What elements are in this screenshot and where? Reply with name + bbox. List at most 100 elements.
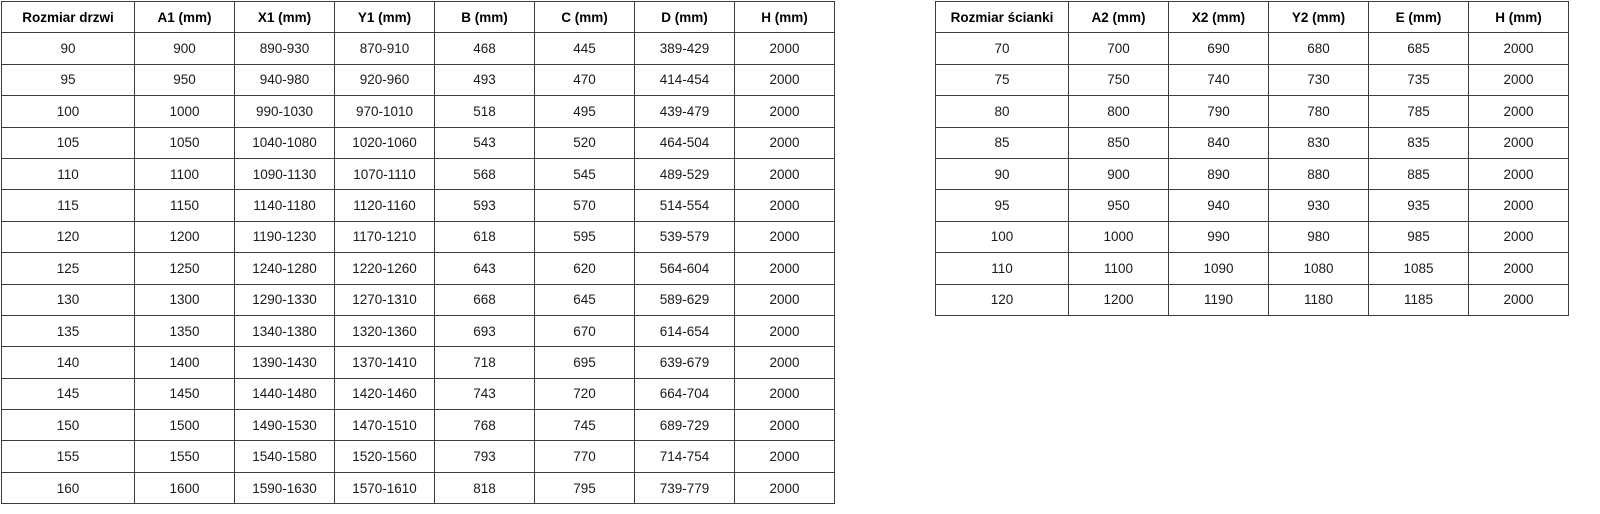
table-cell: 1270-1310 — [334, 283, 435, 316]
table-cell: 100 — [1, 95, 135, 128]
table-cell: 1170-1210 — [334, 220, 435, 254]
table-cell: 670 — [534, 314, 635, 348]
table-cell: 468 — [434, 32, 535, 65]
table-cell: 720 — [534, 377, 635, 411]
table-cell: 668 — [434, 283, 535, 316]
table-cell: 793 — [434, 440, 535, 473]
table-cell: 790 — [1168, 95, 1269, 128]
table-cell: 595 — [534, 220, 635, 254]
table-cell: 935 — [1368, 189, 1469, 222]
table-cell: 618 — [434, 220, 535, 254]
table-cell: 539-579 — [634, 220, 735, 254]
table-cell: 1070-1110 — [334, 157, 435, 191]
table-cell: 980 — [1268, 220, 1369, 254]
table-cell: 1440-1480 — [234, 377, 335, 411]
column-header: Rozmiar drzwi — [1, 0, 135, 34]
table-cell: 743 — [434, 377, 535, 411]
table-cell: 2000 — [1468, 32, 1569, 65]
table-cell: 2000 — [734, 314, 835, 348]
table-cell: 493 — [434, 63, 535, 97]
table-cell: 690 — [1168, 32, 1269, 65]
table-cell: 1540-1580 — [234, 440, 335, 473]
table-cell: 1200 — [1068, 283, 1169, 316]
table-cell: 1520-1560 — [334, 440, 435, 473]
table-row: 95 950 940 930 935 2000 — [935, 189, 1569, 222]
table-cell: 685 — [1368, 32, 1469, 65]
table-cell: 589-629 — [634, 283, 735, 316]
table-cell: 2000 — [734, 32, 835, 65]
table-cell: 2000 — [734, 220, 835, 254]
table-cell: 2000 — [734, 126, 835, 159]
table-cell: 489-529 — [634, 157, 735, 191]
table-cell: 2000 — [1468, 157, 1569, 191]
table-cell: 770 — [534, 440, 635, 473]
table-row: 90 900 890-930 870-910 468 445 389-429 2000 — [1, 32, 835, 65]
table-cell: 414-454 — [634, 63, 735, 97]
table-cell: 1550 — [134, 440, 235, 473]
table-cell: 2000 — [734, 346, 835, 379]
table-cell: 90 — [935, 157, 1069, 191]
table-cell: 800 — [1068, 95, 1169, 128]
table-cell: 593 — [434, 189, 535, 222]
table-cell: 514-554 — [634, 189, 735, 222]
table-cell: 105 — [1, 126, 135, 159]
table-cell: 135 — [1, 314, 135, 348]
table-cell: 735 — [1368, 63, 1469, 97]
table-cell: 970-1010 — [334, 95, 435, 128]
table-cell: 90 — [1, 32, 135, 65]
table-cell: 940-980 — [234, 63, 335, 97]
table-row: 120 1200 1190 1180 1185 2000 — [935, 283, 1569, 316]
table-cell: 518 — [434, 95, 535, 128]
column-header: D (mm) — [634, 0, 735, 34]
table-cell: 125 — [1, 252, 135, 285]
table-cell: 1000 — [134, 95, 235, 128]
table-row: 80 800 790 780 785 2000 — [935, 95, 1569, 128]
column-header: B (mm) — [434, 0, 535, 34]
table-cell: 664-704 — [634, 377, 735, 411]
table-cell: 870-910 — [334, 32, 435, 65]
table-cell: 1220-1260 — [334, 252, 435, 285]
table-row: 85 850 840 830 835 2000 — [935, 126, 1569, 159]
table-cell: 695 — [534, 346, 635, 379]
column-header: E (mm) — [1368, 0, 1469, 34]
column-header: X2 (mm) — [1168, 0, 1269, 34]
table-cell: 785 — [1368, 95, 1469, 128]
table-cell: 1340-1380 — [234, 314, 335, 348]
table-cell: 1500 — [134, 409, 235, 442]
table-cell: 2000 — [1468, 63, 1569, 97]
table-cell: 568 — [434, 157, 535, 191]
table-row: 90 900 890 880 885 2000 — [935, 157, 1569, 191]
table-row: 160 1600 1590-1630 1570-1610 818 795 739-779 20… — [1, 471, 835, 505]
table-cell: 614-654 — [634, 314, 735, 348]
table-cell: 120 — [1, 220, 135, 254]
wall-size-table: Rozmiar ścianki A2 (mm) X2 (mm) Y2 (mm) E (m… — [935, 0, 1569, 316]
table-cell: 1120-1160 — [334, 189, 435, 222]
column-header: X1 (mm) — [234, 0, 335, 34]
table-cell: 2000 — [734, 283, 835, 316]
table-cell: 439-479 — [634, 95, 735, 128]
header-row: Rozmiar drzwi A1 (mm) X1 (mm) Y1 (mm) B (mm)… — [1, 0, 835, 34]
table-cell: 1185 — [1368, 283, 1469, 316]
table-cell: 700 — [1068, 32, 1169, 65]
table-cell: 100 — [935, 220, 1069, 254]
table-cell: 1290-1330 — [234, 283, 335, 316]
column-header: Y1 (mm) — [334, 0, 435, 34]
table-cell: 543 — [434, 126, 535, 159]
table-cell: 768 — [434, 409, 535, 442]
table-cell: 1050 — [134, 126, 235, 159]
table-cell: 1240-1280 — [234, 252, 335, 285]
table-cell: 689-729 — [634, 409, 735, 442]
table-cell: 445 — [534, 32, 635, 65]
table-row: 135 1350 1340-1380 1320-1360 693 670 614-654 20… — [1, 314, 835, 348]
table-cell: 730 — [1268, 63, 1369, 97]
table-cell: 545 — [534, 157, 635, 191]
table-cell: 1570-1610 — [334, 471, 435, 505]
table-row: 115 1150 1140-1180 1120-1160 593 570 514-554 20… — [1, 189, 835, 222]
column-header: A1 (mm) — [134, 0, 235, 34]
column-header: H (mm) — [734, 0, 835, 34]
table-cell: 830 — [1268, 126, 1369, 159]
table-cell: 840 — [1168, 126, 1269, 159]
table-cell: 130 — [1, 283, 135, 316]
table-cell: 2000 — [734, 95, 835, 128]
table-cell: 1040-1080 — [234, 126, 335, 159]
